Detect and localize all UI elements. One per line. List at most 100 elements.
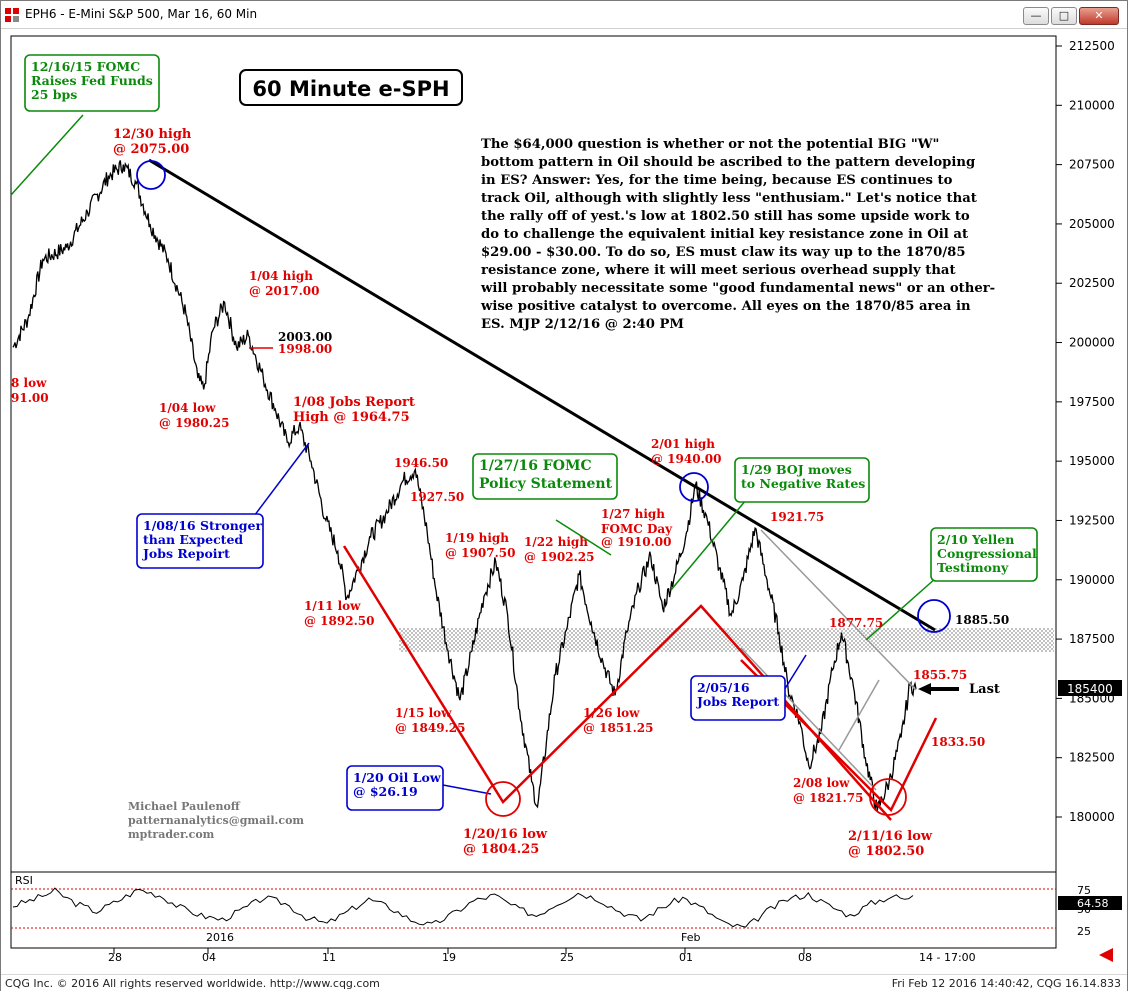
y-tick-label: 197500 bbox=[1069, 395, 1115, 409]
window-title: EPH6 - E-Mini S&P 500, Mar 16, 60 Min bbox=[25, 7, 258, 21]
annotation-label: 1927.50 bbox=[410, 490, 464, 504]
last-arrow-icon bbox=[918, 683, 959, 695]
author-line: patternanalytics@gmail.com bbox=[128, 814, 304, 827]
x-major-label: 2016 bbox=[206, 931, 234, 944]
y-tick-label: 210000 bbox=[1069, 98, 1115, 112]
y-tick-label: 205000 bbox=[1069, 217, 1115, 231]
callout-text: than Expected bbox=[143, 532, 243, 547]
annotation-label: 1998.00 bbox=[278, 342, 332, 356]
scroll-right-arrow-icon[interactable] bbox=[1099, 948, 1113, 962]
annotation-label: 1/04 high bbox=[249, 269, 313, 283]
commentary-line: wise positive catalyst to overcome. All … bbox=[480, 299, 971, 314]
rsi-axis: 755025 bbox=[1077, 884, 1091, 938]
y-tick-label: 190000 bbox=[1069, 573, 1115, 587]
green-line-4 bbox=[865, 577, 937, 641]
rsi-line bbox=[12, 887, 914, 928]
annotation-sublabel: @ 1910.00 bbox=[601, 535, 671, 549]
callout-text: Policy Statement bbox=[479, 476, 613, 492]
circle-jan20-low bbox=[485, 781, 521, 817]
annotation-label: 1/08 Jobs Report bbox=[293, 395, 415, 410]
annotation-sublabel: @ 1980.25 bbox=[159, 416, 229, 430]
green-line-2 bbox=[555, 519, 612, 556]
x-tick-label: 08 bbox=[798, 951, 812, 964]
annotation-sublabel: @ 1851.25 bbox=[583, 721, 653, 735]
annotation-sublabel: @ 1802.50 bbox=[848, 844, 924, 859]
y-tick-label: 182500 bbox=[1069, 751, 1115, 765]
callout-box bbox=[472, 453, 618, 500]
x-tick-label: 11 bbox=[322, 951, 336, 964]
last-price-box bbox=[1058, 680, 1122, 696]
x-major-label: Feb bbox=[681, 931, 700, 944]
commentary-line: track Oil, although with slightly less "… bbox=[481, 191, 978, 206]
annotation-label: 2/01 high bbox=[651, 437, 715, 451]
annotation-label: 1877.75 bbox=[829, 616, 883, 630]
close-button[interactable]: ✕ bbox=[1079, 7, 1119, 25]
rsi-label: RSI bbox=[15, 874, 33, 887]
title-bar[interactable]: EPH6 - E-Mini S&P 500, Mar 16, 60 Min — … bbox=[1, 1, 1127, 29]
price-annotations: 12/30 high@ 2075.00 1/04 high@ 2017.00 200… bbox=[11, 127, 1009, 859]
annotation-label: 1/04 low bbox=[159, 401, 216, 415]
annotation-label: 2003.00 bbox=[278, 330, 332, 344]
timestamp-text: Fri Feb 12 2016 14:40:42, CQG 16.14.833 bbox=[891, 977, 1121, 990]
annotation-label: 2/08 low bbox=[793, 776, 850, 790]
annotation-label: 1/27 high bbox=[601, 507, 665, 521]
blue-line-2 bbox=[442, 784, 492, 795]
callout-text: Testimony bbox=[937, 560, 1009, 575]
rsi-last-value: 64.58 bbox=[1077, 897, 1109, 910]
annotation-label: 12/30 high bbox=[113, 127, 192, 142]
rsi-panel-frame bbox=[10, 871, 1057, 949]
annotation-label: 1/19 high bbox=[445, 531, 509, 545]
annotation-label: 1/15 low bbox=[395, 706, 452, 720]
annotation-sublabel: High @ 1964.75 bbox=[293, 410, 410, 425]
callout-text: Jobs Report bbox=[696, 694, 779, 709]
y-tick-label: 202500 bbox=[1069, 276, 1115, 290]
y-tick-label: 187500 bbox=[1069, 632, 1115, 646]
callout-text: to Negative Rates bbox=[741, 476, 865, 491]
y-tick-label: 195000 bbox=[1069, 454, 1115, 468]
copyright-text: CQG Inc. © 2016 All rights reserved worl… bbox=[5, 977, 380, 990]
cqg-app-icon bbox=[5, 8, 19, 22]
annotation-sublabel: @ 2075.00 bbox=[113, 142, 189, 157]
rsi-tick-label: 75 bbox=[1077, 884, 1091, 897]
downtrend-line bbox=[148, 158, 936, 632]
callout-text: Jobs Repoirt bbox=[142, 546, 230, 561]
y-axis: 212500 210000 207500 205000 202500 200000 1975… bbox=[1056, 39, 1115, 824]
minimize-button[interactable]: — bbox=[1023, 7, 1049, 25]
maximize-button[interactable]: □ bbox=[1051, 7, 1077, 25]
annotation-label: 1921.75 bbox=[770, 510, 824, 524]
commentary-text: The $64,000 question is whether or not t… bbox=[480, 137, 995, 332]
callout-text: 25 bps bbox=[31, 87, 77, 102]
author-credit: Michael Paulenoffpatternanalytics@gmail.… bbox=[128, 800, 304, 841]
rsi-tick-label: 25 bbox=[1077, 925, 1091, 938]
annotation-label: 1855.75 bbox=[913, 668, 967, 682]
commentary-line: do to challenge the equivalent initial k… bbox=[481, 227, 969, 242]
price-series bbox=[12, 160, 917, 812]
status-footer: CQG Inc. © 2016 All rights reserved worl… bbox=[1, 974, 1127, 991]
callout-text: 2/05/16 bbox=[697, 680, 750, 695]
annotation-sublabel: 91.00 bbox=[11, 391, 49, 405]
callout-box bbox=[690, 675, 786, 721]
callout-box bbox=[24, 54, 160, 112]
annotation-label: 1946.50 bbox=[394, 456, 448, 470]
callout-box bbox=[136, 513, 264, 569]
w-pattern-line-1 bbox=[342, 545, 892, 821]
callout-text: Raises Fed Funds bbox=[31, 73, 153, 88]
commentary-line: $29.00 - $30.00. To do so, ES must claw … bbox=[481, 245, 966, 260]
annotation-sublabel: FOMC Day bbox=[601, 522, 673, 536]
annotation-sublabel: @ 1892.50 bbox=[304, 614, 374, 628]
price-chart[interactable]: 2125002100002075002050002025002000001975… bbox=[1, 30, 1127, 974]
annotation-sublabel: @ 1902.25 bbox=[524, 550, 594, 564]
x-tick-label: 04 bbox=[202, 951, 216, 964]
annotation-sublabel: @ 1804.25 bbox=[463, 842, 539, 857]
circle-feb11-low bbox=[869, 778, 907, 816]
y-tick-label: 180000 bbox=[1069, 810, 1115, 824]
commentary-line: bottom pattern in Oil should be ascribed… bbox=[481, 155, 975, 170]
y-tick-label: 212500 bbox=[1069, 39, 1115, 53]
time-stamp: 14 - 17:00 bbox=[919, 951, 976, 964]
callout-text: 12/16/15 FOMC bbox=[31, 59, 140, 74]
chart-title: 60 Minute e-SPH bbox=[252, 77, 449, 101]
y-tick-label: 192500 bbox=[1069, 513, 1115, 527]
price-line bbox=[12, 160, 917, 812]
callout-box bbox=[734, 457, 870, 503]
